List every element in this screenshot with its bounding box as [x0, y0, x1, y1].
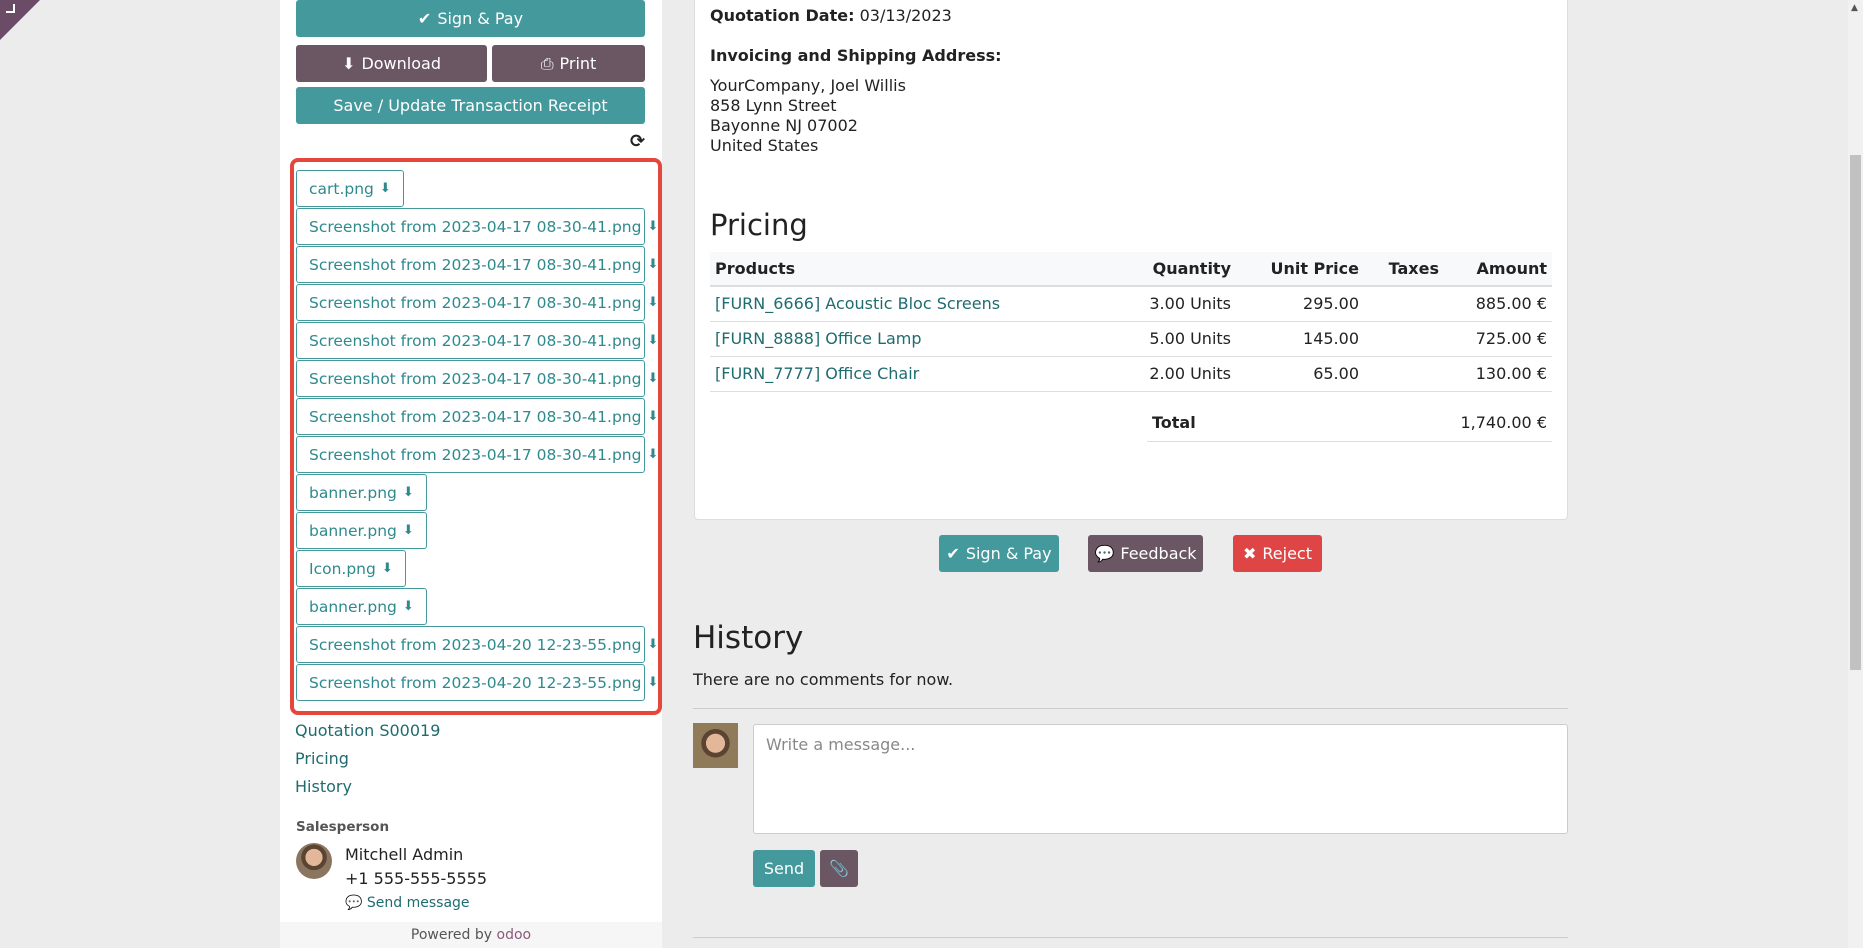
- product-link[interactable]: [FURN_8888] Office Lamp: [710, 321, 1126, 357]
- attachment-item[interactable]: Screenshot from 2023-04-17 08-30-41.png ⬇: [296, 360, 658, 397]
- total-row: Total 1,740.00 €: [1147, 404, 1552, 442]
- footer: Powered by odoo: [280, 922, 662, 948]
- quotation-card: Quotation Date: 03/13/2023 Invoicing and…: [694, 0, 1568, 520]
- user-avatar: [693, 723, 738, 768]
- sign-pay-bottom-button[interactable]: ✔ Sign & Pay: [939, 535, 1059, 572]
- nav-pricing[interactable]: Pricing: [295, 749, 349, 768]
- attachment-item[interactable]: Screenshot from 2023-04-20 12-23-55.png ⬇: [296, 626, 658, 663]
- comment-icon: 💬: [1094, 544, 1115, 563]
- download-icon: ⬇: [647, 219, 659, 234]
- attachment-item[interactable]: Screenshot from 2023-04-17 08-30-41.png ⬇: [296, 322, 658, 359]
- print-button[interactable]: ⎙ Print: [492, 45, 645, 82]
- scrollbar-thumb[interactable]: [1850, 155, 1861, 670]
- message-input[interactable]: Write a message...: [753, 724, 1568, 834]
- download-icon: ⬇: [402, 485, 414, 500]
- debug-corner[interactable]: [0, 0, 40, 40]
- pricing-table: Products Quantity Unit Price Taxes Amoun…: [710, 252, 1552, 392]
- download-button[interactable]: ⬇ Download: [296, 45, 487, 82]
- corner-icon: [6, 4, 15, 13]
- attachments-highlight: [290, 158, 662, 715]
- attachment-item[interactable]: Screenshot from 2023-04-17 08-30-41.png ⬇: [296, 208, 658, 245]
- table-row: [FURN_6666] Acoustic Bloc Screens 3.00 Un…: [710, 286, 1552, 322]
- check-icon: ✔: [417, 9, 432, 28]
- salesperson-label: Salesperson: [296, 819, 390, 835]
- download-icon: ⬇: [647, 333, 659, 348]
- attachment-item[interactable]: Screenshot from 2023-04-17 08-30-41.png ⬇: [296, 398, 658, 435]
- send-message-link[interactable]: 💬 Send message: [345, 895, 470, 911]
- attachment-item[interactable]: Screenshot from 2023-04-17 08-30-41.png ⬇: [296, 246, 658, 283]
- feedback-button[interactable]: 💬 Feedback: [1088, 535, 1203, 572]
- download-icon: ⬇: [381, 561, 393, 576]
- table-row: [FURN_7777] Office Chair 2.00 Units 65.00 1…: [710, 356, 1552, 392]
- salesperson-name: Mitchell Admin: [345, 845, 464, 864]
- download-icon: ⬇: [342, 54, 356, 73]
- check-icon: ✔: [946, 544, 960, 563]
- nav-quotation[interactable]: Quotation S00019: [295, 721, 441, 740]
- quotation-date: Quotation Date: 03/13/2023: [710, 6, 952, 25]
- download-icon: ⬇: [402, 599, 414, 614]
- download-icon: ⬇: [402, 523, 414, 538]
- send-button[interactable]: Send: [753, 850, 815, 887]
- download-icon: ⬇: [647, 371, 659, 386]
- product-link[interactable]: [FURN_6666] Acoustic Bloc Screens: [710, 286, 1126, 322]
- attachment-item[interactable]: Screenshot from 2023-04-17 08-30-41.png ⬇: [296, 436, 658, 473]
- no-comments-text: There are no comments for now.: [693, 670, 954, 689]
- scroll-up-icon[interactable]: ▲: [1851, 3, 1858, 13]
- attachment-item[interactable]: Screenshot from 2023-04-20 12-23-55.png ⬇: [296, 664, 658, 701]
- table-row: [FURN_8888] Office Lamp 5.00 Units 145.00 7…: [710, 321, 1552, 357]
- attachment-item[interactable]: Icon.png ⬇: [296, 550, 406, 587]
- download-icon: ⬇: [647, 675, 659, 690]
- salesperson-avatar: [296, 843, 332, 879]
- divider: [693, 937, 1568, 938]
- sign-pay-button[interactable]: ✔ Sign & Pay: [296, 0, 645, 37]
- download-icon: ⬇: [647, 409, 659, 424]
- save-receipt-button[interactable]: Save / Update Transaction Receipt: [296, 87, 645, 124]
- download-icon: ⬇: [647, 447, 659, 462]
- divider: [693, 708, 1568, 709]
- address: YourCompany, Joel Willis 858 Lynn Street B…: [710, 76, 906, 155]
- download-icon: ⬇: [647, 637, 659, 652]
- refresh-icon[interactable]: ⟳: [630, 131, 646, 152]
- attachment-item[interactable]: banner.png ⬇: [296, 512, 427, 549]
- comment-icon: 💬: [345, 895, 363, 911]
- product-link[interactable]: [FURN_7777] Office Chair: [710, 356, 1126, 392]
- print-icon: ⎙: [540, 53, 554, 73]
- nav-history[interactable]: History: [295, 777, 352, 796]
- paperclip-icon: 📎: [829, 859, 849, 878]
- attachment-item[interactable]: Screenshot from 2023-04-17 08-30-41.png ⬇: [296, 284, 658, 321]
- salesperson-phone: +1 555-555-5555: [345, 869, 488, 888]
- download-icon: ⬇: [379, 181, 391, 196]
- reject-button[interactable]: ✖ Reject: [1233, 535, 1322, 572]
- close-icon: ✖: [1242, 544, 1257, 563]
- attachment-item[interactable]: banner.png ⬇: [296, 588, 427, 625]
- pricing-heading: Pricing: [710, 208, 808, 242]
- attachment-item[interactable]: cart.png ⬇: [296, 170, 404, 207]
- odoo-logo: odoo: [496, 927, 532, 943]
- history-heading: History: [693, 620, 804, 656]
- address-label: Invoicing and Shipping Address:: [710, 46, 1002, 65]
- download-icon: ⬇: [647, 295, 659, 310]
- attachment-item[interactable]: banner.png ⬇: [296, 474, 427, 511]
- attach-button[interactable]: 📎: [820, 850, 858, 887]
- download-icon: ⬇: [647, 257, 659, 272]
